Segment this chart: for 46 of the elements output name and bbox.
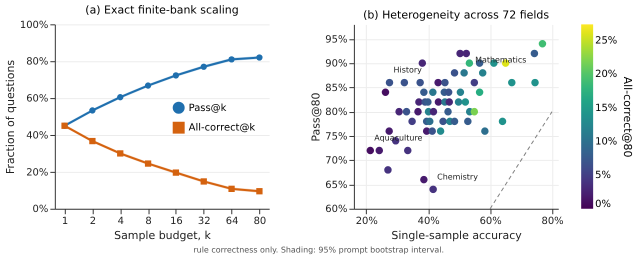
legend-label: All-correct@k	[188, 122, 256, 134]
y-tick-label: 20%	[26, 167, 48, 178]
color-bar-label: 5%	[595, 170, 611, 182]
y-axis-title: Fraction of questions	[4, 60, 17, 174]
color-bar-label: 25%	[595, 35, 618, 46]
x-tick-label: 40%	[418, 216, 440, 228]
chart-title: (b) Heterogeneity across 72 fields	[363, 8, 550, 22]
y-axis-title: Pass@80	[309, 92, 322, 142]
y-tick-label: 70%	[325, 156, 348, 167]
x-tick-label: 8	[145, 216, 152, 228]
x-tick-label: 32	[198, 216, 211, 228]
y-tick-label: 40%	[26, 130, 48, 142]
y-tick-label: 85%	[325, 82, 348, 94]
y-tick-label: 95%	[325, 34, 348, 46]
x-tick-label: 80%	[541, 216, 564, 228]
legend-label: Pass@k	[188, 102, 227, 114]
y-tick-label: 60%	[26, 94, 48, 105]
x-tick-label: 2	[90, 216, 96, 228]
x-tick-label: 1	[62, 216, 68, 228]
color-bar-label: 0%	[595, 198, 611, 210]
y-tick-label: 60%	[325, 204, 348, 216]
x-tick-label: 20%	[356, 216, 378, 228]
text: rule correctness only. Shading: 95% prompt bootstrap interval.	[193, 246, 444, 255]
x-axis-title: Sample budget, k	[114, 229, 212, 242]
x-tick-label: 16	[170, 216, 183, 228]
y-tick-label: 80%	[26, 56, 48, 68]
x-tick-label: 64	[226, 216, 238, 228]
y-tick-label: 65%	[325, 180, 348, 191]
x-tick-label: 60%	[480, 216, 502, 228]
color-bar-title: All-correct@80	[621, 76, 634, 158]
y-tick-label: 90%	[325, 58, 348, 70]
x-tick-label: 80	[254, 216, 266, 228]
x-tick-label: 4	[118, 216, 124, 228]
y-tick-label: 80%	[325, 107, 348, 118]
chart-title: (a) Exact finite-bank scaling	[85, 3, 239, 16]
annotation: Mathematics	[475, 55, 526, 64]
y-tick-label: 0%	[32, 204, 48, 216]
y-tick-label: 100%	[20, 20, 48, 31]
annotation: Aquaculture	[374, 134, 423, 143]
color-bar-label: 15%	[595, 102, 618, 114]
color-bar-label: 10%	[595, 136, 618, 148]
x-axis-title: Single-sample accuracy	[391, 229, 522, 242]
y-tick-label: 75%	[325, 131, 348, 142]
annotation: Chemistry	[437, 172, 478, 182]
annotation: History	[393, 66, 422, 75]
color-bar-label: 20%	[595, 69, 618, 80]
